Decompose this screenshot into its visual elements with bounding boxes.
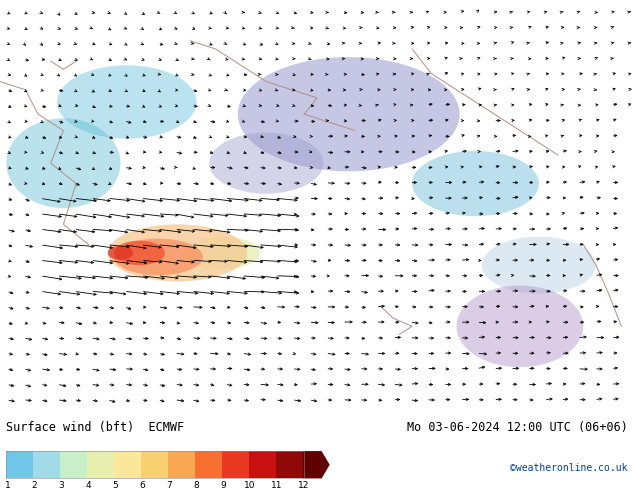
Text: 7: 7 (167, 481, 172, 490)
Text: 10: 10 (245, 481, 256, 490)
Ellipse shape (108, 246, 133, 260)
Ellipse shape (456, 286, 583, 367)
Ellipse shape (6, 118, 120, 208)
Bar (87, 451, 114, 478)
Text: 9: 9 (221, 481, 226, 490)
Text: 6: 6 (139, 481, 145, 490)
Ellipse shape (482, 237, 596, 294)
Ellipse shape (184, 237, 260, 269)
Bar (276, 451, 303, 478)
Text: 11: 11 (271, 481, 283, 490)
Text: 1: 1 (5, 481, 11, 490)
Bar (60, 451, 87, 478)
Ellipse shape (114, 241, 165, 265)
Bar (114, 451, 141, 478)
Text: 5: 5 (113, 481, 119, 490)
Text: 4: 4 (86, 481, 91, 490)
Bar (141, 451, 168, 478)
Text: 2: 2 (32, 481, 37, 490)
Bar (222, 451, 249, 478)
Text: Mo 03-06-2024 12:00 UTC (06+06): Mo 03-06-2024 12:00 UTC (06+06) (407, 421, 628, 434)
Text: 8: 8 (193, 481, 199, 490)
Bar (195, 451, 222, 478)
Ellipse shape (238, 57, 460, 172)
Polygon shape (303, 451, 330, 478)
Ellipse shape (108, 224, 247, 281)
Ellipse shape (57, 65, 197, 139)
Text: 12: 12 (299, 481, 310, 490)
Bar (168, 451, 195, 478)
Ellipse shape (114, 239, 203, 275)
Text: Surface wind (bft)  ECMWF: Surface wind (bft) ECMWF (6, 421, 184, 434)
Ellipse shape (412, 151, 539, 216)
Bar (6, 451, 33, 478)
Text: 3: 3 (59, 481, 65, 490)
Bar (249, 451, 276, 478)
Text: ©weatheronline.co.uk: ©weatheronline.co.uk (510, 463, 628, 473)
Ellipse shape (209, 133, 323, 194)
Bar (6, 451, 304, 478)
Bar (34, 451, 60, 478)
